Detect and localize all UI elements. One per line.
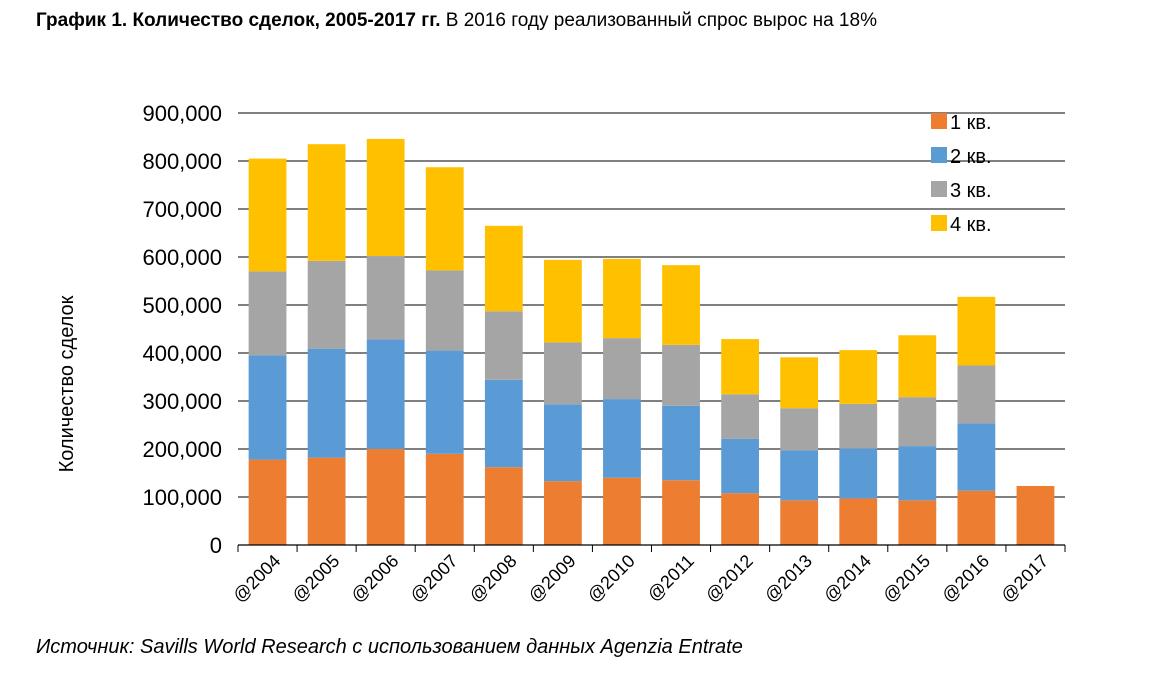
x-tick-labels: @2004 @2005 @2006 @2007 @2008 @2009 @2010 @2011… bbox=[229, 551, 1052, 606]
bar-segment bbox=[484, 311, 523, 380]
legend-swatch bbox=[931, 113, 947, 129]
bar-segment bbox=[957, 490, 996, 545]
bar-segment bbox=[248, 158, 287, 272]
bar-segment bbox=[307, 260, 346, 349]
legend: 1 кв. 2 кв. 3 кв. 4 кв. bbox=[931, 112, 992, 236]
legend-swatch bbox=[931, 147, 947, 163]
y-axis-label: Количество сделок bbox=[56, 295, 78, 472]
bar-segment bbox=[484, 467, 523, 545]
bar-segment bbox=[898, 500, 937, 545]
bar-segment bbox=[603, 399, 641, 478]
bars bbox=[248, 138, 1055, 545]
legend-swatch bbox=[931, 181, 947, 197]
y-tick-label: 500,000 bbox=[142, 293, 222, 318]
bar-segment bbox=[839, 498, 878, 545]
bar-segment bbox=[603, 477, 641, 545]
x-tick-label: @2011 bbox=[643, 551, 697, 605]
source-note: Источник: Savills World Research с испол… bbox=[36, 636, 743, 658]
x-tick-label: @2008 bbox=[465, 551, 520, 606]
bar-segment bbox=[366, 256, 405, 340]
figure-subtitle: В 2016 году реализованный спрос вырос на… bbox=[440, 10, 877, 31]
x-tick-label: @2010 bbox=[583, 551, 638, 606]
figure-title: График 1. Количество сделок, 2005-2017 г… bbox=[36, 10, 441, 31]
legend-label: 2 кв. bbox=[950, 146, 992, 168]
bar-segment bbox=[425, 270, 464, 351]
bar-segment bbox=[898, 335, 937, 398]
bar-segment bbox=[307, 457, 346, 545]
bar-segment bbox=[248, 355, 287, 460]
legend-swatch bbox=[931, 215, 947, 231]
bar-segment bbox=[721, 438, 760, 494]
bar-segment bbox=[780, 357, 819, 409]
bar-segment bbox=[957, 365, 996, 424]
x-tick-label: @2017 bbox=[997, 551, 1052, 606]
bar-segment bbox=[543, 481, 582, 545]
y-tick-label: 400,000 bbox=[142, 341, 222, 366]
y-tick-label: 800,000 bbox=[142, 149, 222, 174]
x-tick-label: @2014 bbox=[820, 551, 875, 606]
bar-segment bbox=[307, 348, 346, 458]
x-tick-label: @2007 bbox=[406, 551, 461, 606]
y-tick-label: 700,000 bbox=[142, 197, 222, 222]
y-tick-label: 200,000 bbox=[142, 437, 222, 462]
x-tick-label: @2015 bbox=[879, 551, 934, 606]
bar-segment bbox=[484, 225, 523, 312]
bar-segment bbox=[248, 271, 287, 356]
gridlines bbox=[238, 112, 1065, 498]
bar-segment bbox=[425, 167, 464, 271]
y-tick-label: 600,000 bbox=[142, 245, 222, 270]
legend-label: 3 кв. bbox=[950, 180, 992, 202]
x-tick-label: @2013 bbox=[761, 551, 816, 606]
bar-segment bbox=[543, 259, 582, 343]
x-tick-label: @2005 bbox=[288, 551, 343, 606]
bar-segment bbox=[780, 408, 819, 451]
bar-segment bbox=[662, 265, 700, 345]
x-tick-label: @2009 bbox=[524, 551, 579, 606]
bar-segment bbox=[839, 448, 878, 499]
figure-heading: График 1. Количество сделок, 2005-2017 г… bbox=[36, 4, 1136, 37]
bar-segment bbox=[721, 394, 760, 439]
y-tick-label: 0 bbox=[210, 533, 222, 558]
bar-segment bbox=[307, 144, 346, 261]
bar-segment bbox=[484, 379, 523, 468]
y-tick-label: 300,000 bbox=[142, 389, 222, 414]
bar-segment bbox=[780, 500, 819, 545]
bar-segment bbox=[603, 258, 641, 339]
bar-segment bbox=[780, 450, 819, 501]
bar-segment bbox=[366, 138, 405, 257]
bar-segment bbox=[248, 459, 287, 545]
legend-label: 4 кв. bbox=[950, 214, 992, 236]
bar-segment bbox=[721, 339, 760, 395]
bar-segment bbox=[721, 493, 760, 545]
bar-segment bbox=[662, 405, 700, 481]
axes bbox=[237, 544, 1066, 552]
y-tick-labels: 0 100,000 200,000 300,000 400,000 500,000 600,… bbox=[142, 101, 222, 558]
bar-segment bbox=[957, 296, 996, 366]
x-tick-label: @2012 bbox=[702, 551, 757, 606]
y-tick-label: 900,000 bbox=[142, 101, 222, 126]
bar-segment bbox=[957, 423, 996, 491]
bar-segment bbox=[1016, 485, 1055, 545]
bar-segment bbox=[366, 339, 405, 449]
x-tick-label: @2006 bbox=[347, 551, 402, 606]
y-tick-label: 100,000 bbox=[142, 485, 222, 510]
bar-segment bbox=[543, 342, 582, 405]
bar-segment bbox=[425, 350, 464, 454]
bar-segment bbox=[662, 480, 700, 545]
x-tick-label: @2004 bbox=[229, 551, 284, 606]
bar-segment bbox=[898, 397, 937, 447]
bar-segment bbox=[603, 338, 641, 400]
bar-segment bbox=[839, 350, 878, 404]
bar-segment bbox=[425, 453, 464, 545]
legend-label: 1 кв. bbox=[950, 112, 992, 134]
bar-segment bbox=[898, 446, 937, 501]
x-tick-label: @2016 bbox=[938, 551, 993, 606]
bar-segment bbox=[839, 403, 878, 449]
bar-segment bbox=[543, 404, 582, 482]
bar-segment bbox=[366, 449, 405, 545]
bar-segment bbox=[662, 344, 700, 406]
